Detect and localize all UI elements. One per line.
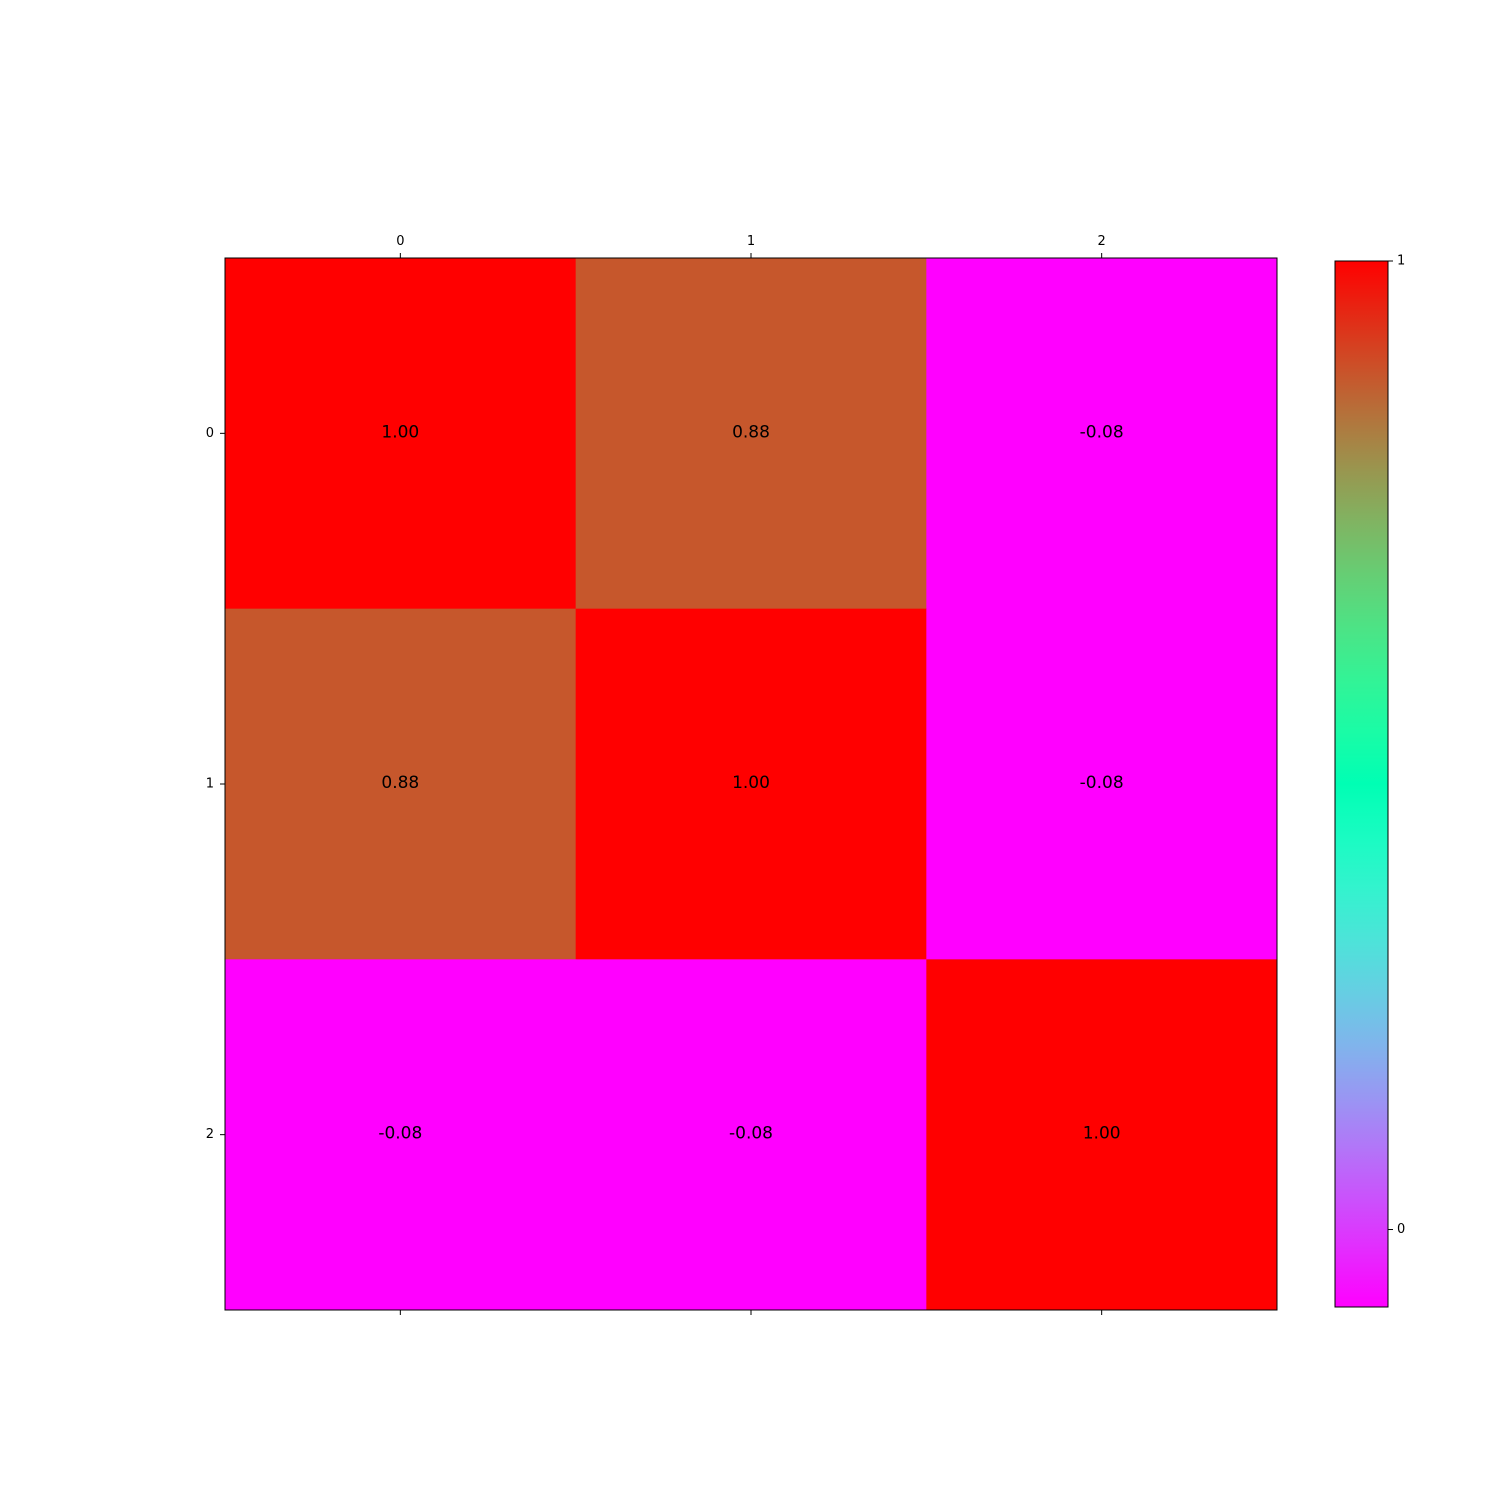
heatmap-cell-labels: 1.00 0.88 -0.08 0.88 1.00 -0.08 -0.08 -0.08 1.00 — [378, 422, 1123, 1143]
colorbar-tick-label-1: 1 — [1397, 254, 1405, 269]
cell-label-r2-c0: -0.08 — [378, 1124, 422, 1144]
cell-label-r1-c1: 1.00 — [732, 773, 770, 793]
y-tick-label-0: 0 — [206, 426, 214, 441]
heatmap-cells — [225, 258, 1278, 1311]
heatmap-cell-r2-c2 — [926, 959, 1278, 1311]
colorbar-tick-label-0: 0 — [1397, 1222, 1405, 1237]
heatmap-cell-r2-c0 — [225, 959, 577, 1311]
cell-label-r0-c0: 1.00 — [381, 422, 419, 442]
heatmap-cell-r1-c1 — [575, 608, 927, 960]
cell-label-r1-c2: -0.08 — [1080, 773, 1124, 793]
heatmap-cell-r0-c1 — [575, 258, 927, 610]
cell-label-r2-c1: -0.08 — [729, 1124, 773, 1144]
y-axis-ticks: 0 1 2 — [206, 426, 225, 1142]
colorbar-gradient — [1334, 260, 1389, 1308]
x-axis-ticks: 0 1 2 — [396, 234, 1106, 1315]
cell-label-r1-c0: 0.88 — [381, 773, 419, 793]
heatmap-cell-r1-c0 — [225, 608, 577, 960]
heatmap-cell-r1-c2 — [926, 608, 1278, 960]
y-tick-label-2: 2 — [206, 1127, 214, 1142]
heatmap-cell-r0-c2 — [926, 258, 1278, 610]
y-tick-label-1: 1 — [206, 777, 214, 792]
x-tick-label-0: 0 — [396, 234, 404, 249]
colorbar-ticks: 01 — [1388, 254, 1405, 1237]
x-tick-label-2: 2 — [1098, 234, 1106, 249]
x-tick-label-1: 1 — [747, 234, 755, 249]
cell-label-r0-c1: 0.88 — [732, 422, 770, 442]
cell-label-r0-c2: -0.08 — [1080, 422, 1124, 442]
heatmap-cell-r0-c0 — [225, 258, 577, 610]
heatmap-cell-r2-c1 — [575, 959, 927, 1311]
cell-label-r2-c2: 1.00 — [1083, 1124, 1121, 1144]
colorbar: 01 — [1334, 254, 1405, 1308]
